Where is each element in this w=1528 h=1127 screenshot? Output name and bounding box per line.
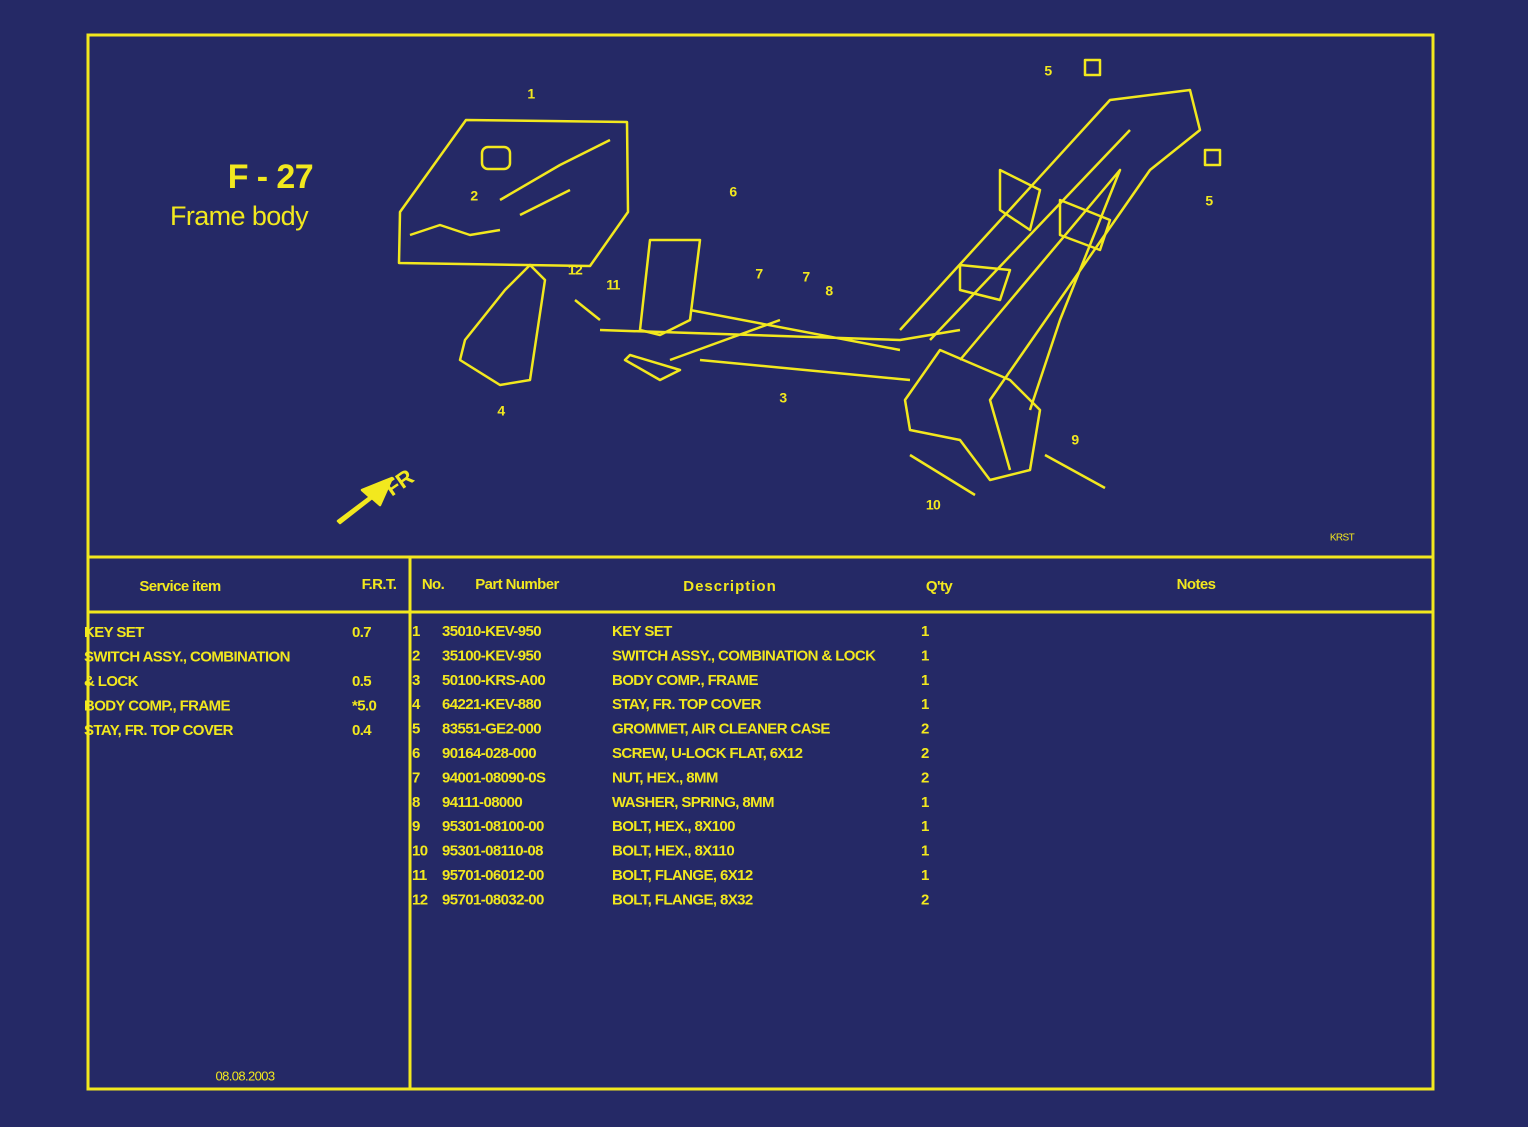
callout: 5 [1205, 193, 1213, 209]
description: BODY COMP., FRAME [612, 672, 759, 689]
column-header: F.R.T. [362, 576, 397, 593]
part-number: 94001-08090-0S [442, 769, 546, 786]
description: BOLT, FLANGE, 6X12 [612, 867, 753, 884]
description: SWITCH ASSY., COMBINATION & LOCK [612, 647, 876, 664]
quantity: 2 [921, 721, 929, 738]
callout: 9 [1071, 432, 1079, 448]
frame-illustration [336, 58, 1222, 525]
part-no: 12 [412, 891, 428, 908]
service-item: SWITCH ASSY., COMBINATION [84, 648, 290, 665]
description: NUT, HEX., 8MM [612, 769, 718, 786]
part-number: 94111-08000 [442, 794, 522, 811]
quantity: 2 [921, 769, 929, 786]
part-number: 50100-KRS-A00 [442, 672, 545, 689]
callout: 11 [606, 277, 620, 293]
callout: 1 [527, 86, 535, 102]
ref-code: KRST [1330, 533, 1355, 544]
page-title: Frame body [170, 201, 309, 231]
service-item: STAY, FR. TOP COVER [84, 722, 234, 739]
part-number: 35100-KEV-950 [442, 647, 541, 664]
part-number: 35010-KEV-950 [442, 623, 541, 640]
part-no: 3 [412, 672, 420, 689]
callout: 4 [497, 403, 505, 419]
part-no: 9 [412, 818, 420, 835]
direction-label: FR [380, 464, 418, 501]
description: KEY SET [612, 623, 672, 640]
frt: 0.7 [352, 624, 371, 641]
description: WASHER, SPRING, 8MM [612, 794, 774, 811]
description: BOLT, HEX., 8X100 [612, 818, 735, 835]
part-no: 2 [412, 647, 420, 664]
part-number: 83551-GE2-000 [442, 721, 541, 738]
callout: 12 [568, 262, 583, 278]
quantity: 1 [921, 623, 929, 640]
quantity: 2 [921, 891, 929, 908]
frt: 0.4 [352, 722, 372, 739]
column-header: Q'ty [926, 578, 953, 595]
service-item: BODY COMP., FRAME [84, 697, 231, 714]
frt: *5.0 [352, 697, 377, 714]
outer-frame [86, 33, 1435, 1091]
service-item: KEY SET [84, 624, 144, 641]
callout: 7 [802, 269, 810, 285]
description: BOLT, HEX., 8X110 [612, 843, 734, 860]
part-no: 8 [412, 794, 420, 811]
description: BOLT, FLANGE, 8X32 [612, 891, 753, 908]
part-number: 95701-08032-00 [442, 891, 544, 908]
quantity: 1 [921, 794, 929, 811]
service-item: & LOCK [84, 673, 139, 690]
column-header: Part Number [475, 576, 559, 593]
part-no: 10 [412, 843, 428, 860]
quantity: 1 [921, 672, 929, 689]
column-header: Notes [1177, 576, 1216, 593]
frt: 0.5 [352, 673, 371, 690]
part-no: 5 [412, 721, 420, 738]
quantity: 1 [921, 696, 929, 713]
callout: 8 [825, 283, 833, 299]
part-number: 95301-08100-00 [442, 818, 544, 835]
quantity: 1 [921, 843, 929, 860]
part-no: 1 [412, 623, 420, 640]
callout: 2 [470, 188, 478, 204]
part-no: 4 [412, 696, 421, 713]
page-code: F - 27 [228, 158, 313, 196]
part-no: 11 [412, 867, 427, 884]
callout: 3 [779, 390, 787, 406]
description: GROMMET, AIR CLEANER CASE [612, 721, 830, 738]
callout: 5 [1044, 63, 1052, 79]
part-no: 7 [412, 769, 420, 786]
callout: 10 [926, 497, 941, 513]
quantity: 1 [921, 647, 929, 664]
part-number: 64221-KEV-880 [442, 696, 541, 713]
column-header: Service item [139, 578, 220, 595]
callout: 6 [729, 184, 737, 200]
quantity: 1 [921, 818, 929, 835]
part-number: 95701-06012-00 [442, 867, 544, 884]
part-number: 95301-08110-08 [442, 843, 543, 860]
callout: 7 [755, 266, 763, 282]
quantity: 2 [921, 745, 929, 762]
description: STAY, FR. TOP COVER [612, 696, 762, 713]
column-header: No. [422, 576, 445, 593]
quantity: 1 [921, 867, 929, 884]
column-header: Description [683, 578, 777, 595]
part-number: 90164-028-000 [442, 745, 536, 762]
date: 08.08.2003 [215, 1068, 274, 1083]
part-no: 6 [412, 745, 420, 762]
description: SCREW, U-LOCK FLAT, 6X12 [612, 745, 803, 762]
